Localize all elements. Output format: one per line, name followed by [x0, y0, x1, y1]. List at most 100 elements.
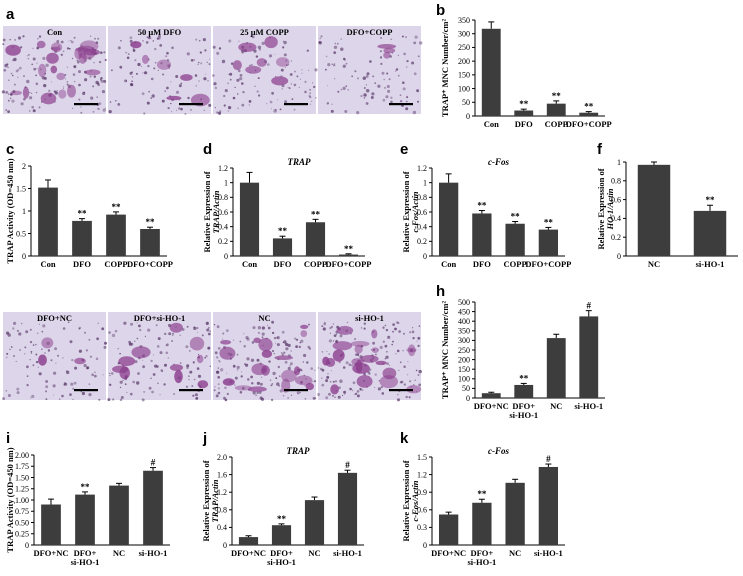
- y-tick-label: 0: [423, 252, 427, 261]
- cell-dot: [4, 63, 8, 68]
- cell-dot: [55, 362, 57, 364]
- cell-dot: [298, 86, 300, 89]
- cell-dot: [165, 351, 169, 355]
- cell-dot: [247, 378, 250, 381]
- cell-dot: [340, 38, 342, 40]
- osteoclast-cell: [248, 386, 267, 393]
- cell-dot: [98, 60, 102, 64]
- cell-dot: [396, 349, 400, 353]
- cell-dot: [223, 104, 226, 107]
- osteoclast-cell: [294, 375, 313, 386]
- cell-dot: [308, 69, 310, 71]
- significance-mark: **: [477, 489, 487, 499]
- cell-dot: [150, 359, 153, 363]
- cell-dot: [48, 89, 51, 93]
- y-tick-label: 500: [458, 298, 470, 307]
- y-tick-label: 0: [224, 252, 228, 261]
- cell-dot: [280, 352, 283, 354]
- cell-dot: [217, 376, 220, 379]
- cell-dot: [276, 99, 278, 101]
- cell-dot: [119, 398, 123, 402]
- cell-dot: [239, 74, 243, 77]
- chart-b: b 0 50 100 150 200 250 300 350 TRAP⁺ MNC Number/c…: [436, 2, 612, 129]
- cell-dot: [384, 324, 387, 327]
- cell-dot: [64, 382, 68, 386]
- osteoclast-cell: [377, 44, 397, 49]
- bar-3: [546, 338, 566, 398]
- cell-dot: [72, 398, 74, 400]
- y-tick-label: 1.5: [417, 453, 427, 462]
- cell-dot: [304, 80, 307, 83]
- cell-dot: [9, 38, 12, 41]
- cell-dot: [139, 328, 142, 332]
- osteoclast-cell: [332, 349, 345, 362]
- bar-4: [579, 316, 599, 398]
- cell-dot: [361, 389, 364, 391]
- cell-dot: [150, 38, 152, 40]
- y-tick-label: 50: [462, 98, 470, 107]
- cell-dot: [405, 395, 408, 399]
- cell-dot: [308, 347, 311, 350]
- category-label: DFO+NC: [231, 548, 266, 558]
- micrograph-g-1: DFO+NC: [2, 312, 107, 401]
- category-label: si-HO-1: [139, 548, 168, 558]
- y-tick-label: 1: [617, 158, 621, 167]
- category-label: NC: [550, 401, 562, 411]
- cell-dot: [30, 397, 32, 399]
- significance-mark: #: [587, 301, 592, 311]
- cell-dot: [397, 74, 400, 77]
- osteoclast-cell: [274, 355, 294, 361]
- cell-dot: [203, 77, 207, 81]
- cell-dot: [363, 327, 366, 330]
- cell-dot: [29, 110, 31, 112]
- category-label: si-HO-1: [534, 548, 563, 558]
- y-tick-label: 1: [22, 207, 26, 216]
- y-tick-label: 0.6: [417, 208, 427, 217]
- cell-dot: [241, 371, 243, 373]
- cell-dot: [326, 375, 330, 379]
- cell-dot: [186, 364, 190, 368]
- cell-dot: [241, 82, 244, 85]
- cell-dot: [261, 326, 265, 330]
- category-label: Con: [242, 259, 257, 269]
- cell-dot: [141, 92, 145, 96]
- cell-dot: [136, 72, 138, 75]
- chart-f: f 0 0.2 0.4 0.6 0.8 1 Relative Expression of HO-…: [596, 141, 738, 269]
- cell-dot: [53, 371, 57, 375]
- cell-dot: [381, 392, 385, 395]
- cell-dot: [164, 332, 167, 336]
- cell-dot: [88, 338, 91, 341]
- cell-dot: [142, 72, 144, 74]
- cell-dot: [279, 108, 282, 111]
- micrograph-label: NC: [258, 313, 270, 323]
- cell-dot: [77, 60, 80, 64]
- cell-dot: [197, 63, 199, 65]
- osteoclast-cell: [253, 337, 261, 344]
- bar-2: [75, 494, 95, 545]
- cell-dot: [37, 366, 39, 368]
- cell-dot: [277, 365, 280, 369]
- cell-dot: [157, 69, 159, 71]
- cell-dot: [359, 388, 362, 391]
- y-tick-label: 250: [458, 346, 470, 355]
- category-label: Con: [484, 119, 499, 129]
- cell-dot: [98, 398, 101, 401]
- cell-dot: [35, 91, 38, 94]
- cell-dot: [109, 374, 111, 377]
- cell-dot: [295, 345, 298, 348]
- cell-dot: [165, 55, 168, 58]
- cell-dot: [252, 326, 256, 330]
- cell-dot: [384, 86, 386, 89]
- significance-mark: **: [311, 209, 321, 219]
- cell-dot: [417, 344, 420, 347]
- cell-dot: [306, 49, 309, 52]
- cell-dot: [58, 45, 60, 47]
- cell-dot: [159, 394, 161, 396]
- cell-dot: [382, 340, 385, 343]
- cell-dot: [31, 92, 33, 94]
- cell-dot: [156, 365, 159, 368]
- y-tick-label: 0.4: [217, 523, 227, 532]
- cell-dot: [299, 78, 301, 80]
- cell-dot: [78, 326, 82, 330]
- cell-dot: [290, 362, 293, 366]
